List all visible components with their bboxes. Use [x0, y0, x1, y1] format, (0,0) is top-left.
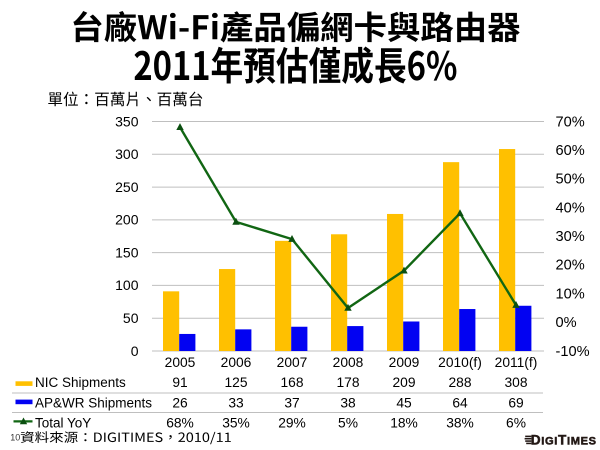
svg-text:NIC Shipments: NIC Shipments — [35, 375, 126, 390]
svg-text:2007: 2007 — [277, 355, 308, 370]
svg-text:70%: 70% — [556, 114, 585, 130]
svg-text:2006: 2006 — [221, 355, 252, 370]
svg-text:100: 100 — [115, 277, 139, 293]
svg-text:50: 50 — [123, 310, 139, 326]
svg-text:250: 250 — [115, 179, 139, 195]
svg-text:60%: 60% — [556, 143, 585, 159]
svg-text:35%: 35% — [222, 416, 250, 431]
svg-text:40%: 40% — [556, 200, 585, 216]
svg-text:178: 178 — [336, 375, 359, 390]
svg-text:68%: 68% — [166, 416, 194, 431]
svg-text:300: 300 — [115, 146, 139, 162]
svg-text:5%: 5% — [338, 416, 358, 431]
svg-text:33: 33 — [228, 396, 244, 411]
svg-text:-10%: -10% — [556, 344, 590, 360]
svg-text:30%: 30% — [556, 229, 585, 245]
svg-text:29%: 29% — [278, 416, 306, 431]
svg-text:10: 10 — [10, 433, 20, 443]
svg-text:168: 168 — [280, 375, 303, 390]
svg-text:308: 308 — [504, 375, 527, 390]
svg-text:91: 91 — [172, 375, 187, 390]
svg-text:0: 0 — [131, 343, 139, 359]
svg-text:45: 45 — [396, 396, 412, 411]
svg-text:150: 150 — [115, 244, 139, 260]
svg-text:2009: 2009 — [389, 355, 420, 370]
svg-text:69: 69 — [508, 396, 524, 411]
svg-text:38: 38 — [340, 396, 356, 411]
svg-text:125: 125 — [224, 375, 247, 390]
svg-text:Total YoY: Total YoY — [35, 416, 91, 431]
svg-text:DIGITIMES: DIGITIMES — [531, 432, 597, 447]
svg-text:18%: 18% — [390, 416, 418, 431]
svg-text:2005: 2005 — [165, 355, 196, 370]
svg-text:10%: 10% — [556, 286, 585, 302]
svg-text:37: 37 — [284, 396, 299, 411]
svg-text:6%: 6% — [506, 416, 526, 431]
svg-text:50%: 50% — [556, 172, 585, 188]
svg-text:288: 288 — [448, 375, 471, 390]
svg-text:64: 64 — [452, 396, 468, 411]
svg-text:2011(f): 2011(f) — [495, 355, 538, 370]
svg-text:350: 350 — [115, 113, 139, 129]
svg-text:2010(f): 2010(f) — [438, 355, 482, 370]
svg-text:38%: 38% — [446, 416, 474, 431]
svg-text:2008: 2008 — [333, 355, 364, 370]
svg-text:0%: 0% — [556, 315, 577, 331]
svg-text:209: 209 — [392, 375, 415, 390]
svg-text:200: 200 — [115, 212, 139, 228]
svg-text:20%: 20% — [556, 258, 585, 274]
svg-text:AP&WR Shipments: AP&WR Shipments — [35, 396, 152, 411]
svg-text:26: 26 — [172, 396, 188, 411]
